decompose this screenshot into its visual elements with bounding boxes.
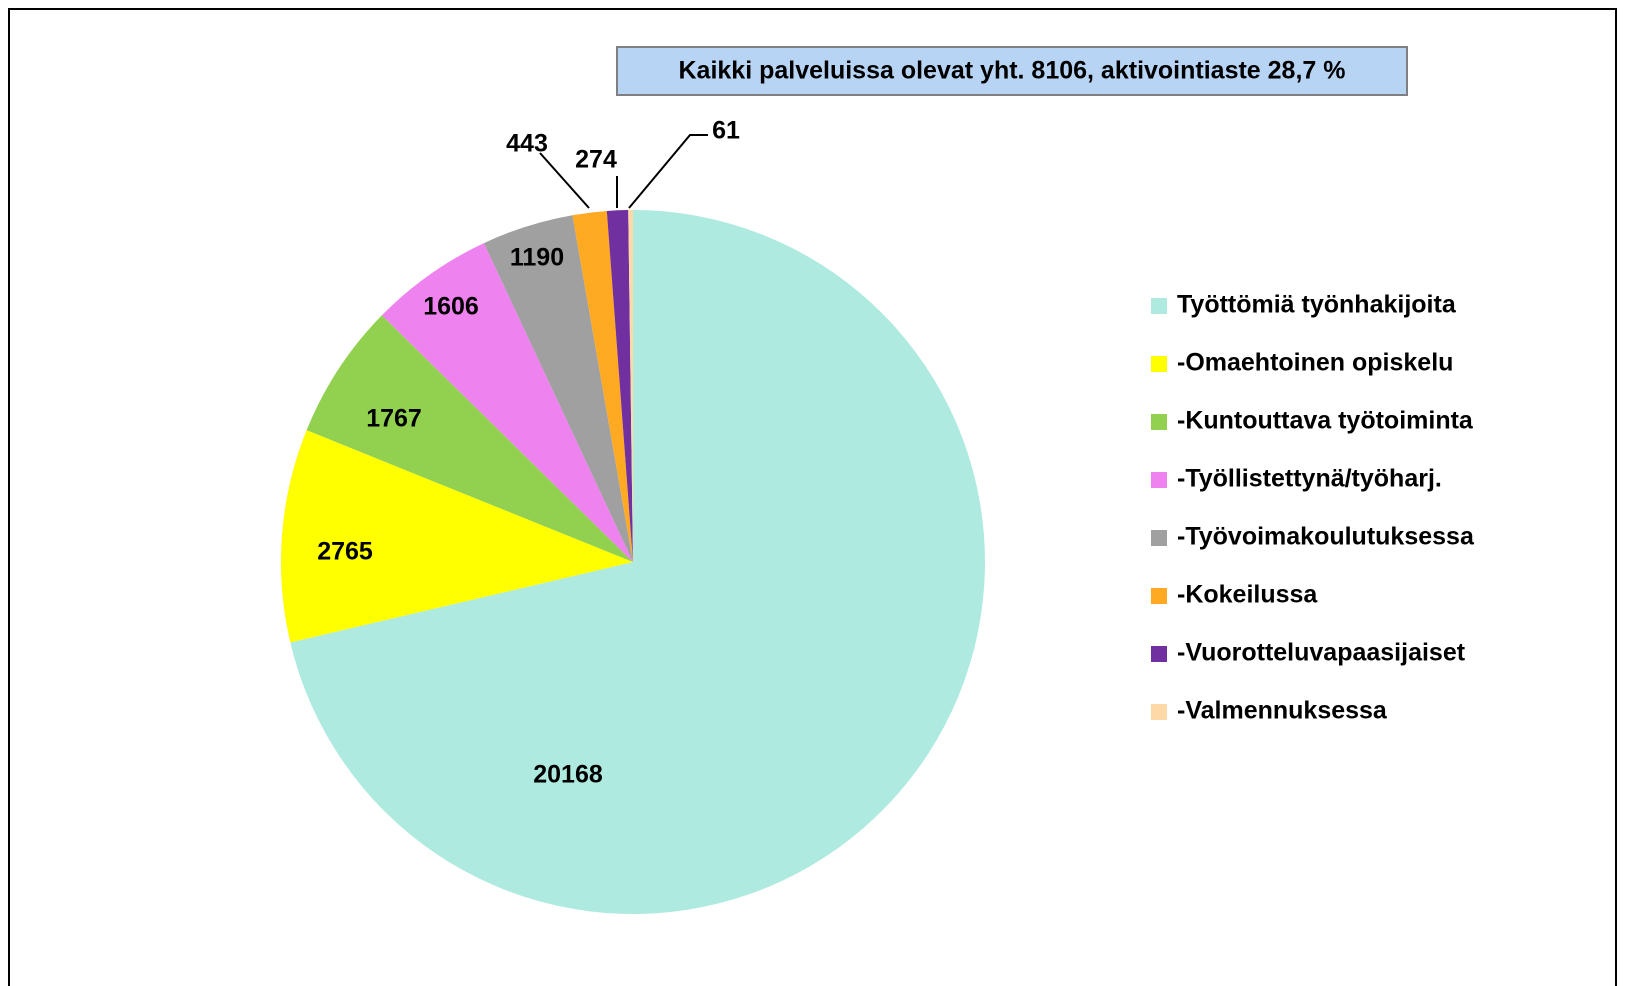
- data-label: 1767: [366, 405, 422, 433]
- data-label: 61: [712, 117, 740, 145]
- data-label: 1190: [510, 244, 564, 272]
- legend-label: -Kuntouttava työtoiminta: [1177, 407, 1474, 435]
- legend-swatch: [1151, 646, 1167, 662]
- legend-label: Työttömiä työnhakijoita: [1177, 291, 1457, 319]
- leader-line: [539, 152, 590, 209]
- data-label: 20168: [533, 761, 603, 789]
- data-label: 443: [506, 130, 548, 158]
- pie-slice: [306, 315, 633, 562]
- legend-label: -Työvoimakoulutuksessa: [1177, 523, 1475, 551]
- pie-slice: [606, 210, 633, 562]
- legend-swatch: [1151, 298, 1167, 314]
- data-label: 274: [575, 146, 617, 174]
- pie-slice: [483, 215, 633, 562]
- legend-label: -Omaehtoinen opiskelu: [1177, 349, 1453, 377]
- legend-label: -Valmennuksessa: [1177, 697, 1388, 725]
- annotation: Kaikki palveluissa olevat yht. 8106, akt…: [678, 57, 1345, 85]
- legend-swatch: [1151, 588, 1167, 604]
- legend-swatch: [1151, 356, 1167, 372]
- legend-swatch: [1151, 472, 1167, 488]
- pie-slice: [572, 210, 633, 562]
- legend-swatch: [1151, 414, 1167, 430]
- legend-label: -Työllistettynä/työharj.: [1177, 465, 1442, 493]
- legend-swatch: [1151, 704, 1167, 720]
- data-label: 1606: [423, 293, 479, 321]
- pie-slice: [628, 210, 633, 562]
- legend-swatch: [1151, 530, 1167, 546]
- pie-slice: [381, 243, 633, 562]
- legend-label: -Kokeilussa: [1177, 581, 1318, 609]
- pie-slice: [290, 210, 986, 914]
- leader-line: [628, 134, 708, 209]
- annotation-box: [616, 46, 1408, 96]
- pie-slice: [281, 430, 633, 643]
- data-label: 2765: [317, 538, 373, 566]
- legend-label: -Vuorotteluvapaasijaiset: [1177, 639, 1466, 667]
